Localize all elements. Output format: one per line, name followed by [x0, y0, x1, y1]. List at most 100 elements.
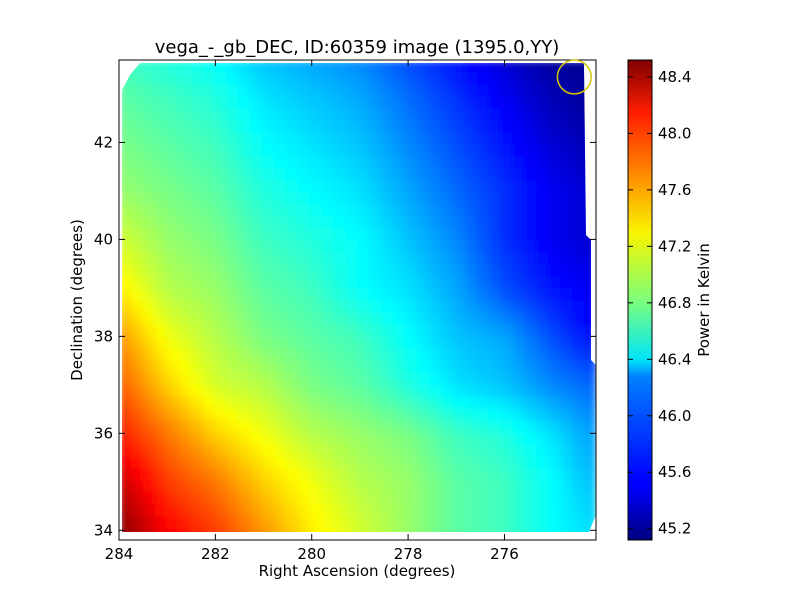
heatmap-cell	[464, 120, 478, 133]
heatmap-cell	[560, 456, 573, 469]
heatmap-cell	[429, 216, 442, 229]
heatmap-cell	[309, 360, 323, 373]
heatmap-cell	[345, 324, 359, 337]
heatmap-cell	[250, 192, 263, 205]
heatmap-cell	[476, 192, 490, 205]
heatmap-cell	[417, 492, 430, 505]
heatmap-cell	[274, 204, 287, 217]
heatmap-cell	[214, 288, 227, 301]
heatmap-cell	[369, 168, 382, 181]
heatmap-cell	[202, 84, 216, 97]
heatmap-cell	[178, 456, 192, 469]
heatmap-cell	[154, 492, 168, 505]
heatmap-cell	[417, 180, 430, 193]
heatmap-cell	[548, 204, 561, 217]
heatmap-cell	[122, 72, 132, 85]
heatmap-cell	[357, 420, 371, 433]
heatmap-cell	[512, 72, 526, 85]
heatmap-cell	[536, 312, 549, 325]
heatmap-cell	[166, 372, 180, 385]
heatmap-cell	[512, 456, 526, 469]
heatmap-cell	[357, 408, 371, 421]
heatmap-cell	[476, 324, 490, 337]
heatmap-cell	[452, 108, 466, 121]
heatmap-cell	[405, 480, 418, 493]
heatmap-cell	[122, 528, 132, 532]
heatmap-cell	[297, 360, 311, 373]
heatmap-cell	[238, 108, 251, 121]
heatmap-cell	[142, 372, 156, 385]
heatmap-cell	[536, 252, 549, 265]
heatmap-cell	[202, 420, 216, 433]
heatmap-cell	[560, 144, 573, 157]
x-axis: 284 282 280 278 276	[105, 60, 519, 563]
heatmap-cell	[500, 96, 514, 109]
heatmap-cell	[166, 468, 180, 481]
heatmap-cell	[440, 108, 454, 121]
heatmap-cell	[202, 456, 216, 469]
heatmap-cell	[381, 120, 394, 133]
heatmap-cell	[202, 288, 216, 301]
heatmap-cell	[357, 432, 371, 445]
heatmap-cell	[226, 432, 239, 445]
heatmap-cell	[154, 216, 168, 229]
heatmap-cell	[476, 396, 490, 409]
heatmap-cell	[536, 384, 549, 397]
heatmap-cell	[584, 336, 596, 349]
heatmap-cell	[309, 336, 323, 349]
heatmap-cell	[250, 444, 263, 457]
heatmap-cell	[142, 516, 156, 529]
heatmap-cell	[285, 192, 299, 205]
heatmap-cell	[166, 480, 180, 493]
heatmap-cell	[238, 264, 251, 277]
heatmap-cell	[560, 336, 573, 349]
heatmap-cell	[440, 96, 454, 109]
heatmap-cell	[512, 204, 526, 217]
heatmap-cell	[417, 168, 430, 181]
heatmap-cell	[381, 468, 394, 481]
heatmap-cell	[548, 384, 561, 397]
heatmap-cell	[417, 336, 430, 349]
heatmap-cell	[476, 312, 490, 325]
colorbar-axis: 45.245.646.046.446.847.247.648.048.4	[628, 68, 691, 538]
heatmap-cell	[214, 444, 227, 457]
heatmap-cell	[190, 492, 204, 505]
heatmap-cell	[381, 84, 394, 97]
heatmap-cell	[214, 156, 227, 169]
heatmap-cell	[333, 384, 347, 397]
heatmap-cell	[154, 480, 168, 493]
heatmap-cell	[154, 384, 168, 397]
heatmap-cell	[122, 228, 132, 241]
heatmap-cell	[130, 288, 144, 301]
heatmap-cell	[381, 444, 394, 457]
heatmap-cell	[381, 228, 394, 241]
heatmap-cell	[488, 180, 502, 193]
heatmap-cell	[584, 480, 596, 493]
heatmap-cell	[440, 348, 454, 361]
heatmap-cell	[122, 480, 132, 493]
heatmap-cell	[226, 312, 239, 325]
heatmap-cell	[274, 516, 287, 529]
heatmap-cell	[214, 492, 227, 505]
heatmap-cell	[154, 444, 168, 457]
heatmap-cell	[417, 216, 430, 229]
heatmap-cell	[560, 468, 573, 481]
heatmap-cell	[548, 240, 561, 253]
heatmap-cell	[476, 252, 490, 265]
heatmap-cell	[226, 63, 239, 73]
heatmap-cell	[584, 468, 596, 481]
heatmap-cell	[250, 504, 263, 517]
heatmap-cell	[464, 456, 478, 469]
heatmap-cell	[214, 264, 227, 277]
heatmap-cell	[381, 528, 394, 532]
heatmap-cell	[321, 204, 335, 217]
heatmap-cell	[357, 516, 371, 529]
heatmap-cell	[524, 336, 537, 349]
heatmap-cell	[166, 168, 180, 181]
heatmap-cell	[381, 336, 394, 349]
heatmap-cell	[381, 204, 394, 217]
heatmap-cell	[440, 216, 454, 229]
heatmap-cell	[166, 84, 180, 97]
heatmap-cell	[309, 264, 323, 277]
colorbar-tick-label: 48.4	[658, 68, 691, 86]
